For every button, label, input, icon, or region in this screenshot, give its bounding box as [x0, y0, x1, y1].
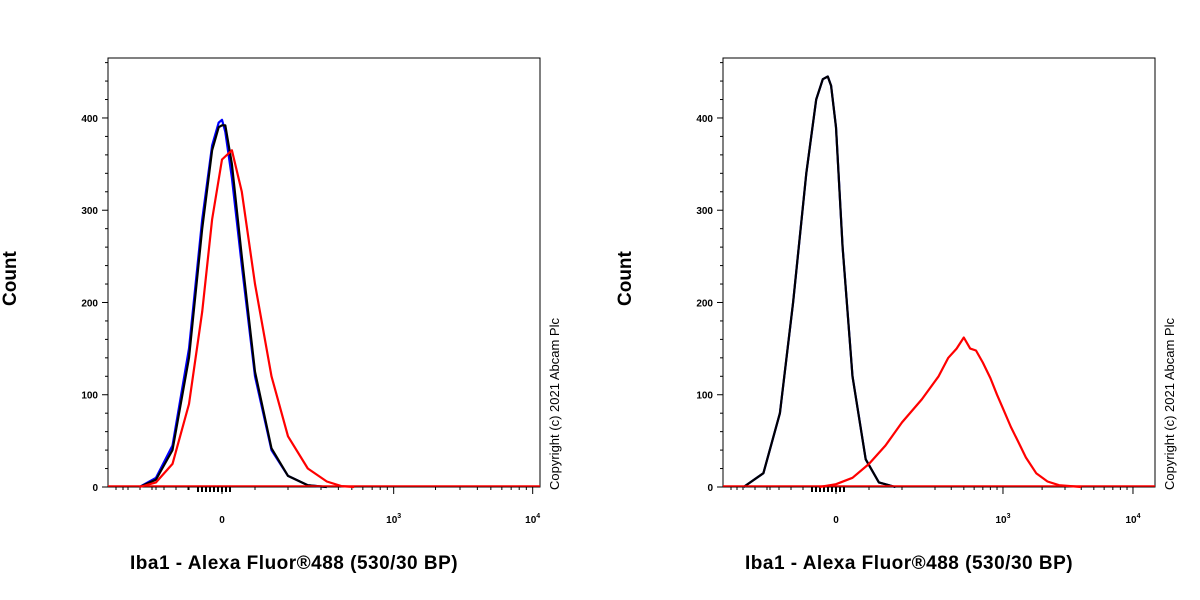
histogram-series-line — [819, 336, 1082, 489]
histogram-series-line — [742, 75, 896, 489]
y-axis-label: Count — [0, 251, 21, 306]
y-tick-label: 400 — [696, 114, 713, 125]
y-tick-label: 300 — [81, 206, 98, 217]
histogram-panel-left: 0 100 200 300 400 0 103 104 Count Iba1 - Alexa … — [0, 57, 562, 574]
y-tick-label: 100 — [81, 391, 98, 402]
y-tick-label: 100 — [696, 391, 713, 402]
y-tick-label: 0 — [707, 483, 713, 494]
x-tick-label: 0 — [219, 515, 225, 526]
y-tick-label: 200 — [696, 298, 713, 309]
x-tick-label: 103 — [995, 513, 1010, 526]
copyright-text: Copyright (c) 2021 Abcam Plc — [1162, 318, 1177, 490]
x-tick-label: 104 — [1125, 513, 1140, 526]
x-tick-label: 103 — [386, 513, 401, 526]
histogram-series-line — [139, 124, 327, 489]
x-tick-label: 0 — [833, 515, 839, 526]
y-tick-label: 0 — [92, 483, 98, 494]
copyright-text: Copyright (c) 2021 Abcam Plc — [547, 318, 562, 490]
y-tick-label: 400 — [81, 114, 98, 125]
histogram-panel-right: 0 100 200 300 400 0 103 104 Count Iba1 - Alexa … — [600, 0, 1200, 600]
plot-frame — [722, 57, 1156, 488]
histogram-series-line — [139, 149, 355, 489]
x-tick-label: 104 — [525, 513, 540, 526]
y-tick-label: 200 — [81, 298, 98, 309]
y-axis-label: Count — [615, 251, 636, 306]
y-tick-label: 300 — [696, 206, 713, 217]
histogram-chart-left: 0 100 200 300 400 0 103 104 — [81, 57, 541, 526]
histogram-series-line — [742, 75, 896, 489]
plot-frame — [107, 57, 541, 488]
x-axis-label: Iba1 - Alexa Fluor®488 (530/30 BP) — [745, 553, 1074, 574]
histogram-chart-right: 0 100 200 300 400 0 103 104 — [696, 57, 1156, 526]
x-axis-label: Iba1 - Alexa Fluor®488 (530/30 BP) — [130, 553, 459, 574]
